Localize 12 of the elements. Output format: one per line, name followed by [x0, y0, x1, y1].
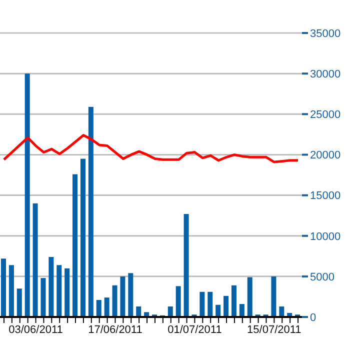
y-tick-label: 25000 — [310, 109, 341, 122]
x-tick-label: 01/07/2011 — [168, 324, 222, 336]
y-tick-label: 15000 — [310, 190, 341, 202]
y-tick-label: 20000 — [310, 150, 341, 162]
y-tick-label: 35000 — [310, 28, 341, 40]
x-tick-label: 03/06/2011 — [8, 324, 63, 336]
y-tick-label: 30000 — [310, 68, 341, 80]
x-tick-label: 15/07/2011 — [247, 324, 302, 336]
y-tick-label: 5000 — [310, 271, 334, 284]
y-tick-label: 0 — [310, 312, 316, 324]
y-tick-label: 10000 — [310, 230, 341, 243]
x-tick-label: 17/06/2011 — [88, 324, 142, 336]
